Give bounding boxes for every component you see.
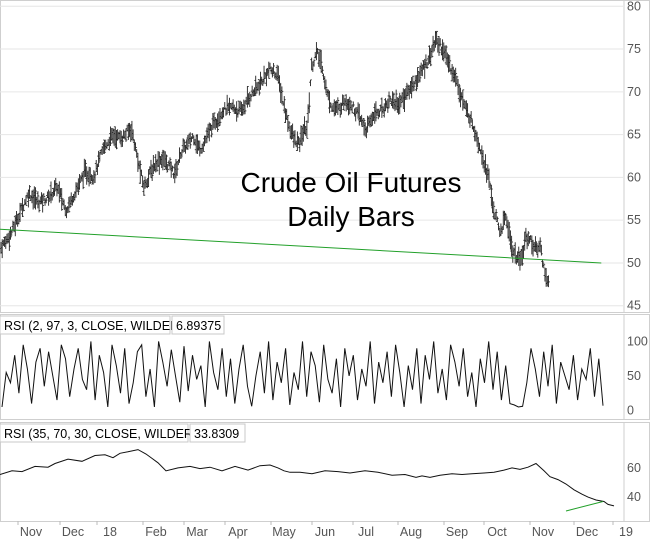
rsi-long-label-box: [0, 423, 189, 443]
chart-subtitle: Daily Bars: [287, 201, 415, 232]
price-annotations: [0, 228, 602, 264]
rsi-short-y-axis: 0 50 100: [627, 334, 648, 417]
rsi-long-trendline: [565, 500, 604, 512]
price-tick-label: 65: [627, 128, 641, 142]
x-tick-label: Mar: [186, 525, 208, 539]
rsi-short-tick-label: 0: [627, 403, 634, 417]
x-tick-label: Nov: [20, 525, 43, 539]
chart-title: Crude Oil Futures: [241, 167, 462, 198]
rsi-long-tick-label: 60: [627, 461, 641, 475]
x-tick-label: 18: [103, 525, 117, 539]
rsi-long-plot: [0, 449, 615, 512]
x-tick-label: Jun: [315, 525, 335, 539]
x-tick-label: 19: [619, 525, 633, 539]
panel-frame-0: [0, 0, 650, 313]
x-tick-label: Dec: [62, 525, 84, 539]
rsi-long-line: [0, 449, 615, 507]
price-bars: [0, 30, 550, 288]
price-tick-label: 70: [627, 85, 641, 99]
x-tick-label: Feb: [145, 525, 167, 539]
x-tick-label: Apr: [228, 525, 247, 539]
price-tick-label: 60: [627, 170, 641, 184]
rsi-short-tick-label: 50: [627, 369, 641, 383]
x-tick-label: Dec: [576, 525, 598, 539]
panel-frame-2: [0, 422, 650, 522]
price-y-axis: 45 50 55 60 65 70 75 80: [627, 0, 641, 313]
price-tick-label: 45: [627, 299, 641, 313]
rsi-long-header: RSI (35, 70, 30, CLOSE, WILDERS, no) 33.…: [0, 423, 246, 443]
price-tick-label: 55: [627, 213, 641, 227]
x-axis: Nov Dec 18 Feb Mar Apr May Jun Jul Aug Sep Oct Nov De…: [17, 521, 633, 539]
rsi-long-value: 33.8309: [194, 427, 239, 441]
price-tick-label: 80: [627, 0, 641, 13]
rsi-long-y-axis: 40 60: [627, 461, 641, 504]
x-tick-label: Aug: [400, 525, 422, 539]
price-grid: [0, 5, 623, 307]
rsi-long-label: RSI (35, 70, 30, CLOSE, WILDERS, no): [4, 427, 226, 441]
support-trendline: [0, 228, 602, 264]
x-tick-label: Oct: [487, 525, 507, 539]
rsi-short-value-box: [171, 315, 225, 335]
x-tick-label: Nov: [532, 525, 555, 539]
rsi-short-label-box: [0, 315, 171, 335]
rsi-short-plot: [1, 341, 604, 408]
price-tick-label: 50: [627, 256, 641, 270]
x-tick-label: Jul: [358, 525, 374, 539]
rsi-short-tick-label: 100: [627, 334, 648, 348]
rsi-long-tick-label: 40: [627, 490, 641, 504]
rsi-short-label: RSI (2, 97, 3, CLOSE, WILDERS, no): [4, 319, 212, 333]
price-title-block: Crude Oil Futures Daily Bars: [241, 167, 462, 232]
rsi-short-line: [1, 341, 604, 408]
price-tick-label: 75: [627, 42, 641, 56]
rsi-short-value: 6.89375: [176, 319, 221, 333]
rsi-short-header: RSI (2, 97, 3, CLOSE, WILDERS, no) 6.893…: [0, 315, 225, 335]
rsi-long-value-box: [189, 423, 246, 443]
x-tick-label: May: [272, 525, 296, 539]
x-tick-label: Sep: [446, 525, 468, 539]
